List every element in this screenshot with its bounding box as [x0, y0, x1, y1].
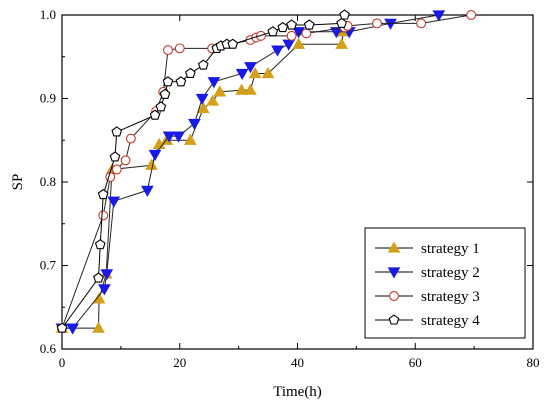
data-point	[261, 66, 275, 79]
data-point	[66, 323, 79, 335]
y-tick-label: 0.9	[40, 91, 56, 106]
data-point	[120, 155, 131, 166]
data-point	[432, 10, 446, 22]
data-point	[286, 19, 297, 30]
data-point	[148, 149, 162, 161]
data-point	[196, 102, 210, 114]
data-point	[94, 239, 106, 250]
x-tick-label: 60	[409, 355, 422, 370]
data-point	[92, 321, 105, 333]
legend: strategy 1 strategy 2 strategy 3 strategy 4	[364, 227, 526, 339]
data-point	[197, 59, 209, 70]
data-point	[141, 185, 154, 197]
data-point	[183, 133, 197, 145]
legend-label: strategy 4	[421, 313, 480, 329]
data-point	[292, 37, 306, 49]
data-point	[271, 45, 284, 57]
data-point	[277, 21, 289, 33]
data-point	[336, 17, 348, 28]
y-tick-label: 0.7	[40, 258, 57, 273]
data-point	[97, 188, 109, 200]
data-point	[235, 68, 249, 80]
data-point	[416, 18, 427, 29]
data-point	[172, 131, 185, 143]
axis-ticks: 0 20 40 60 80 0.6 0.7 0.8 0.9 1.0	[40, 7, 540, 370]
data-point	[207, 77, 221, 89]
data-point	[286, 30, 297, 41]
data-point	[184, 67, 196, 78]
series-2	[55, 10, 446, 335]
series-line	[62, 31, 344, 329]
data-point	[384, 18, 397, 30]
data-point	[107, 196, 121, 208]
legend-marker	[387, 267, 401, 279]
data-point	[235, 83, 248, 95]
x-tick-label: 20	[173, 355, 186, 370]
data-point	[248, 66, 262, 79]
data-point	[227, 38, 239, 49]
data-point	[56, 322, 68, 333]
data-point	[188, 118, 201, 131]
data-point	[163, 45, 173, 56]
data-point	[244, 83, 257, 95]
x-tick-label: 0	[59, 355, 66, 370]
data-point	[93, 272, 104, 283]
data-point	[206, 94, 220, 106]
y-tick-label: 0.8	[40, 174, 56, 189]
legend-marker	[389, 291, 399, 301]
data-point	[466, 10, 477, 20]
data-point	[339, 9, 350, 20]
data-point	[244, 62, 257, 74]
legend-item: strategy 4	[375, 313, 480, 329]
data-point	[145, 158, 158, 170]
legend-item: strategy 1	[375, 241, 480, 257]
legend-label: strategy 3	[421, 289, 480, 305]
data-point	[303, 19, 315, 30]
data-point	[125, 133, 136, 144]
data-point	[162, 76, 174, 87]
x-axis-label: Time(h)	[273, 384, 322, 400]
legend-marker	[388, 314, 400, 325]
data-point	[335, 37, 349, 49]
data-point	[109, 151, 121, 162]
x-tick-label: 80	[527, 355, 540, 370]
data-point	[301, 28, 312, 39]
data-point	[149, 109, 161, 120]
data-point	[195, 93, 209, 106]
legend-label: strategy 1	[421, 241, 480, 257]
data-point	[292, 27, 306, 39]
series-4	[56, 9, 350, 333]
data-point	[282, 39, 296, 51]
data-point	[111, 126, 123, 137]
series-layer	[55, 9, 477, 335]
legend-marker	[387, 241, 401, 253]
data-point	[213, 85, 227, 97]
legend-item: strategy 3	[375, 289, 480, 305]
data-point	[155, 101, 167, 112]
data-point	[174, 43, 185, 54]
data-point	[175, 76, 187, 87]
legend-item: strategy 2	[375, 265, 480, 281]
data-point	[267, 26, 279, 37]
y-tick-label: 0.6	[40, 341, 57, 356]
data-point	[98, 210, 109, 221]
x-tick-label: 40	[291, 355, 304, 370]
y-tick-label: 1.0	[40, 7, 56, 22]
legend-label: strategy 2	[421, 265, 480, 281]
data-point	[159, 88, 171, 99]
data-point	[111, 164, 122, 175]
data-point	[329, 27, 343, 39]
data-point	[162, 131, 176, 143]
data-point	[372, 18, 382, 29]
y-axis-label: SP	[10, 174, 26, 191]
data-point	[105, 172, 116, 182]
data-point	[100, 269, 114, 281]
data-point	[98, 284, 111, 296]
